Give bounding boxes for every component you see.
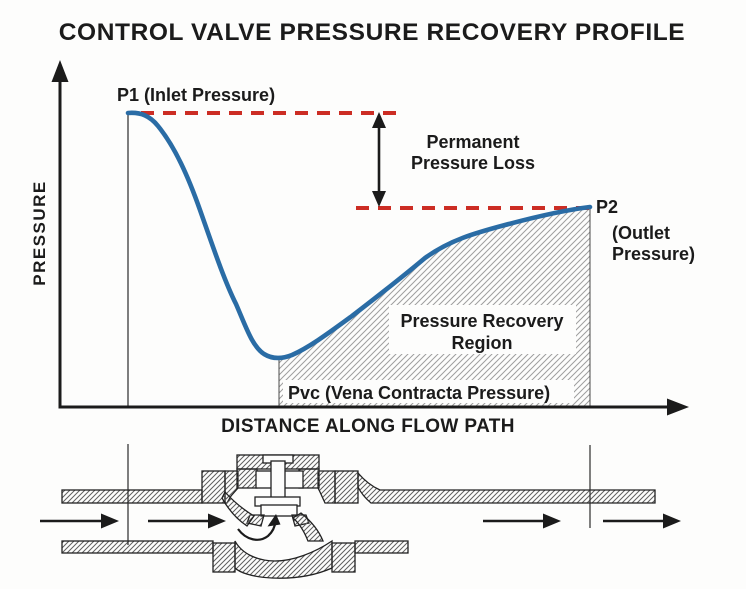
x-axis-arrow-head [667, 398, 689, 416]
valve-flange-upper-right [334, 470, 359, 504]
flow-arrow-upstream [148, 513, 226, 529]
pipe-bottom-wall-left [61, 540, 214, 554]
pvc-label-background [283, 380, 574, 403]
valve-body-belly [234, 539, 333, 579]
arrow-down-head [372, 191, 386, 207]
recovery-label-background [389, 305, 576, 354]
p2-label: P2 [596, 197, 618, 217]
flow-arrow-outlet [603, 513, 681, 529]
valve-flange-lower-left [212, 542, 236, 573]
y-axis-label: PRESSURE [30, 180, 49, 286]
valve-flange-lower-right [331, 542, 356, 573]
pvc-label: Pvc (Vena Contracta Pressure) [288, 383, 550, 403]
arrow-up-head [372, 112, 386, 128]
valve-schematic [61, 454, 656, 579]
flow-arrow-inlet [40, 513, 119, 529]
valve-inlet-divider-wall [221, 490, 255, 527]
valve-internal-flow-arrow [237, 514, 281, 541]
recovery-region-label-line1: Pressure Recovery [400, 311, 563, 331]
pipe-top-wall-left [61, 489, 203, 504]
loss-label-line1: Permanent [426, 132, 519, 152]
x-axis [58, 398, 689, 416]
loss-label-line2: Pressure Loss [411, 153, 535, 173]
permanent-loss-arrow [372, 112, 386, 207]
valve-outlet-rise-wall [291, 512, 324, 542]
page-title: CONTROL VALVE PRESSURE RECOVERY PROFILE [59, 19, 685, 46]
valve-plug [260, 504, 298, 517]
y-axis [51, 60, 69, 407]
pressure-curve [125, 110, 593, 361]
recovery-region-label-line2: Region [452, 333, 513, 353]
p2-sub-label-line2: Pressure) [612, 244, 695, 264]
pipe-bottom-wall-right [354, 540, 409, 554]
valve-stem [270, 460, 286, 499]
pipe-top-wall-right [357, 471, 656, 504]
p1-label: P1 (Inlet Pressure) [117, 85, 275, 105]
x-axis-label: DISTANCE ALONG FLOW PATH [221, 416, 515, 437]
y-axis-arrow-head [51, 60, 69, 82]
valve-body-riser-right [317, 470, 336, 504]
flow-arrows [40, 513, 681, 541]
valve-bonnet-post-left [236, 468, 258, 489]
p2-sub-label-line1: (Outlet [612, 223, 670, 243]
pressure-profile-chart: PRESSURE DISTANCE ALONG FLOW PATH P1 (In… [30, 60, 695, 437]
flow-arrow-downstream [483, 513, 561, 529]
